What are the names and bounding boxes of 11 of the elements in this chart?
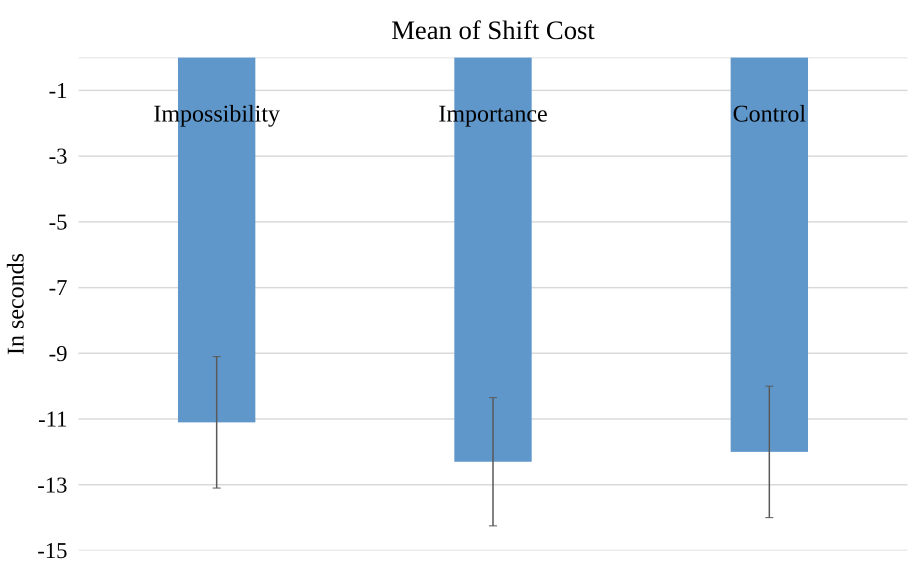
y-tick-label: -11 — [38, 406, 68, 432]
y-tick-label: -5 — [48, 209, 68, 234]
y-tick-label: -7 — [48, 275, 68, 300]
y-tick-label: -9 — [48, 340, 68, 366]
y-axis-title: In seconds — [3, 253, 30, 355]
y-tick-label: -1 — [48, 78, 68, 103]
y-tick-label: -3 — [48, 144, 68, 169]
chart-title: Mean of Shift Cost — [391, 15, 596, 45]
y-tick-label: -15 — [37, 538, 68, 563]
y-tick-label: -13 — [37, 472, 68, 498]
x-tick-label: Control — [732, 102, 806, 128]
